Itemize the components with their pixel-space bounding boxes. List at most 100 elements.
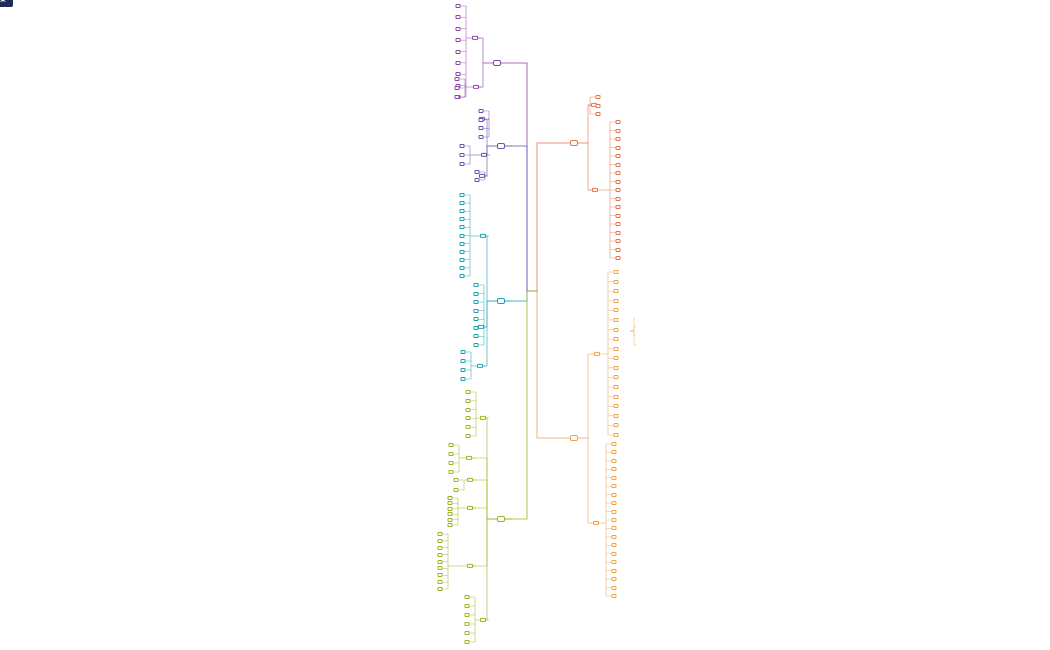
leaf-topic[interactable] xyxy=(465,416,471,421)
leaf-topic[interactable] xyxy=(611,568,617,573)
leaf-topic[interactable] xyxy=(613,308,619,313)
leaf-topic[interactable] xyxy=(611,543,617,548)
leaf-topic[interactable] xyxy=(478,117,484,122)
leaf-topic[interactable] xyxy=(447,517,453,522)
leaf-topic[interactable] xyxy=(459,217,465,222)
leaf-topic[interactable] xyxy=(478,109,484,113)
leaf-topic[interactable] xyxy=(613,356,619,361)
leaf-topic[interactable] xyxy=(615,222,621,226)
leaf-topic[interactable] xyxy=(473,291,479,296)
leaf-topic[interactable] xyxy=(473,300,479,305)
leaf-topic[interactable] xyxy=(615,256,621,260)
leaf-topic[interactable] xyxy=(611,585,617,590)
leaf-topic[interactable] xyxy=(613,337,619,342)
leaf-topic[interactable] xyxy=(613,394,619,399)
root-topic[interactable]: 提要 xyxy=(0,0,14,7)
leaf-topic[interactable] xyxy=(454,77,460,81)
group-yichuan-1[interactable] xyxy=(481,152,487,158)
leaf-topic[interactable] xyxy=(613,433,619,437)
leaf-topic[interactable] xyxy=(615,205,621,209)
leaf-topic[interactable] xyxy=(613,327,619,332)
group-huanjing-1[interactable] xyxy=(478,324,484,330)
leaf-topic[interactable] xyxy=(437,559,443,564)
leaf-topic[interactable] xyxy=(455,49,461,54)
leaf-topic[interactable] xyxy=(615,128,621,133)
leaf-topic[interactable] xyxy=(455,4,461,8)
leaf-topic[interactable] xyxy=(611,534,617,539)
leaf-topic[interactable] xyxy=(611,501,617,506)
leaf-topic[interactable] xyxy=(459,144,465,148)
leaf-topic[interactable] xyxy=(454,95,460,99)
group-tizheng-0[interactable] xyxy=(594,351,600,357)
leaf-topic[interactable] xyxy=(615,162,621,167)
group-yingyang-1[interactable] xyxy=(466,455,472,461)
leaf-topic[interactable] xyxy=(459,201,465,206)
group-tizheng-1[interactable] xyxy=(593,520,599,526)
leaf-topic[interactable] xyxy=(459,209,465,214)
leaf-topic[interactable] xyxy=(455,60,461,65)
leaf-topic[interactable] xyxy=(448,470,454,474)
leaf-topic[interactable] xyxy=(448,461,454,465)
leaf-topic[interactable] xyxy=(459,153,465,157)
group-zhengzhuang-1[interactable] xyxy=(592,187,598,193)
leaf-topic[interactable] xyxy=(447,523,453,527)
leaf-topic[interactable] xyxy=(613,279,619,284)
leaf-topic[interactable] xyxy=(437,573,443,578)
leaf-topic[interactable] xyxy=(615,179,621,184)
leaf-topic[interactable] xyxy=(595,112,601,116)
leaf-topic[interactable] xyxy=(473,283,479,287)
leaf-topic[interactable] xyxy=(473,334,479,339)
group-yingyang-3[interactable] xyxy=(467,505,473,511)
group-yingyang-2[interactable] xyxy=(467,477,473,483)
leaf-topic[interactable] xyxy=(459,193,465,197)
leaf-topic[interactable] xyxy=(437,552,443,557)
branch-diandian[interactable] xyxy=(493,60,501,66)
leaf-topic[interactable] xyxy=(611,526,617,531)
leaf-topic[interactable] xyxy=(611,467,617,472)
leaf-topic[interactable] xyxy=(611,475,617,480)
leaf-topic[interactable] xyxy=(615,154,621,158)
leaf-topic[interactable] xyxy=(611,492,617,497)
leaf-topic[interactable] xyxy=(613,346,619,351)
leaf-topic[interactable] xyxy=(615,196,621,201)
leaf-topic[interactable] xyxy=(453,478,459,482)
group-yingyang-5[interactable] xyxy=(480,617,486,623)
leaf-topic[interactable] xyxy=(465,390,471,394)
branch-yichuan[interactable] xyxy=(497,143,505,149)
leaf-topic[interactable] xyxy=(615,171,621,175)
leaf-topic[interactable] xyxy=(611,450,617,455)
leaf-topic[interactable] xyxy=(615,120,621,124)
leaf-topic[interactable] xyxy=(437,566,443,571)
leaf-topic[interactable] xyxy=(460,368,466,372)
leaf-topic[interactable] xyxy=(455,15,461,20)
leaf-topic[interactable] xyxy=(474,178,480,182)
leaf-topic[interactable] xyxy=(613,270,619,274)
leaf-topic[interactable] xyxy=(611,442,617,446)
leaf-topic[interactable] xyxy=(437,545,443,550)
group-yichuan-2[interactable] xyxy=(479,173,485,179)
group-yingyang-4[interactable] xyxy=(467,563,473,569)
leaf-topic[interactable] xyxy=(611,458,617,463)
leaf-topic[interactable] xyxy=(453,488,459,492)
leaf-topic[interactable] xyxy=(465,407,471,412)
leaf-topic[interactable] xyxy=(611,594,617,598)
branch-huanjing[interactable] xyxy=(497,298,505,304)
leaf-topic[interactable] xyxy=(464,613,470,617)
group-diandian-0[interactable] xyxy=(472,35,478,41)
leaf-topic[interactable] xyxy=(611,577,617,582)
leaf-topic[interactable] xyxy=(615,188,621,192)
leaf-topic[interactable] xyxy=(459,274,465,278)
leaf-topic[interactable] xyxy=(448,452,454,456)
branch-yingyang[interactable] xyxy=(497,516,505,522)
leaf-topic[interactable] xyxy=(611,551,617,556)
leaf-topic[interactable] xyxy=(459,241,465,246)
leaf-topic[interactable] xyxy=(464,631,470,635)
leaf-topic[interactable] xyxy=(613,365,619,370)
leaf-topic[interactable] xyxy=(595,103,601,108)
leaf-topic[interactable] xyxy=(447,501,453,506)
leaf-topic[interactable] xyxy=(611,484,617,489)
leaf-topic[interactable] xyxy=(613,298,619,303)
leaf-topic[interactable] xyxy=(615,239,621,243)
leaf-topic[interactable] xyxy=(437,538,443,543)
leaf-topic[interactable] xyxy=(454,86,460,90)
